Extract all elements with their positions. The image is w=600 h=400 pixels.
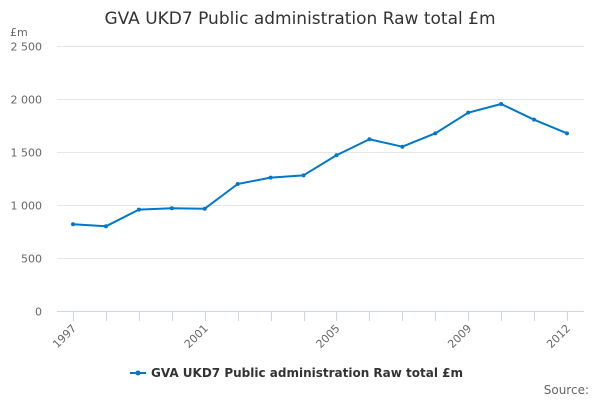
credits[interactable]: Source: bbox=[544, 383, 589, 397]
x-tick-label: 2012 bbox=[544, 322, 573, 351]
y-tick-label: 2 500 bbox=[11, 41, 43, 54]
data-point bbox=[202, 206, 207, 211]
y-axis-label: £m bbox=[10, 26, 28, 39]
y-tick-label: 1 000 bbox=[11, 200, 43, 213]
legend-item[interactable]: GVA UKD7 Public administration Raw total… bbox=[130, 366, 463, 380]
data-point bbox=[400, 144, 405, 149]
data-point bbox=[268, 175, 273, 180]
data-point bbox=[71, 222, 75, 227]
series bbox=[71, 101, 569, 229]
x-tick-label: 2005 bbox=[314, 322, 343, 351]
legend-label: GVA UKD7 Public administration Raw total… bbox=[151, 366, 463, 380]
data-point bbox=[103, 224, 108, 229]
x-tick-label: 2009 bbox=[445, 322, 474, 351]
y-axis: 0 500 1 000 1 500 2 000 2 500 bbox=[11, 41, 43, 319]
legend-marker-icon bbox=[135, 370, 141, 376]
data-point bbox=[466, 110, 471, 115]
data-point bbox=[565, 131, 569, 136]
series-line bbox=[72, 102, 568, 228]
y-tick-label: 1 500 bbox=[11, 147, 43, 160]
gridlines bbox=[57, 46, 584, 312]
data-point bbox=[334, 153, 339, 158]
data-point bbox=[433, 131, 438, 136]
data-point bbox=[235, 182, 240, 187]
y-tick-label: 0 bbox=[35, 306, 42, 319]
data-point bbox=[499, 101, 504, 106]
y-tick-label: 500 bbox=[21, 253, 42, 266]
chart-title: GVA UKD7 Public administration Raw total… bbox=[104, 9, 495, 29]
x-axis: 1997 2001 2005 2009 2012 bbox=[50, 311, 584, 351]
data-point bbox=[367, 137, 372, 142]
y-tick-label: 2 000 bbox=[11, 94, 43, 107]
data-point bbox=[301, 173, 306, 178]
x-tick-label: 2001 bbox=[182, 322, 211, 351]
data-point bbox=[532, 117, 537, 122]
data-point bbox=[169, 206, 174, 211]
x-tick-label: 1997 bbox=[50, 322, 79, 351]
data-point bbox=[136, 207, 141, 212]
